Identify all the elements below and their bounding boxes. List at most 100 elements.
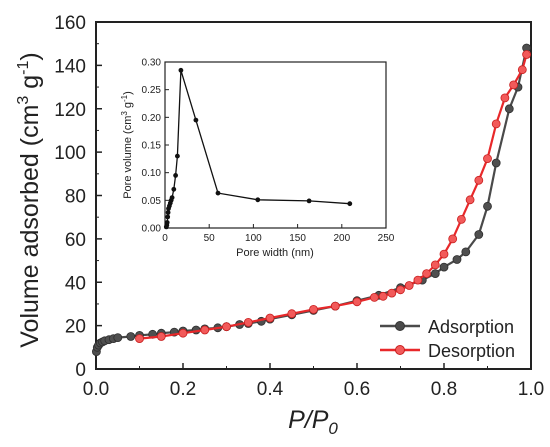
series-desorption-point — [474, 175, 484, 185]
main-xlabel-p2: P — [312, 406, 329, 434]
main-ylabel-part-1: Volume adsorbed (cm — [16, 105, 44, 348]
legend-adsorption-marker — [395, 321, 405, 331]
main-y-tick-label: 140 — [54, 56, 86, 77]
series-desorption-point — [178, 328, 188, 338]
main-y-tick-label: 160 — [54, 13, 86, 34]
inset-series-point — [347, 201, 353, 207]
series-adsorption-point — [483, 201, 492, 211]
main-y-tick-label: 40 — [65, 273, 86, 294]
inset-y-tick-label: 0.15 — [142, 141, 162, 152]
inset-series-point — [193, 117, 199, 123]
legend: Adsorption Desorption — [380, 317, 515, 361]
series-adsorption-point — [126, 332, 136, 341]
main-ylabel-part-3: ) — [16, 52, 44, 60]
series-desorption-point — [422, 269, 432, 279]
series-desorption-point — [500, 93, 510, 103]
inset-y-tick-label: 0.30 — [142, 58, 162, 69]
main-x-axis-title: P/P0 — [288, 406, 338, 438]
series-desorption-point — [369, 292, 379, 302]
inset-plot-frame — [164, 61, 387, 229]
main-x-tick-label: 1.0 — [518, 379, 544, 400]
main-x-tick-label: 0.6 — [344, 379, 370, 400]
inset-series-point — [173, 173, 179, 178]
inset-y-axis-title: Pore volume (cm3 g-1) — [120, 91, 134, 199]
series-desorption-point — [378, 291, 388, 301]
series-desorption-point — [265, 313, 275, 323]
main-ylabel-sup-1: 3 — [15, 96, 32, 105]
inset-series-point — [164, 220, 170, 225]
series-desorption-point — [309, 304, 318, 314]
inset-ylabel-sup-2: -1 — [120, 94, 129, 102]
inset-series-point — [215, 190, 221, 196]
legend-adsorption-label: Adsorption — [428, 317, 514, 337]
inset-series-point — [165, 210, 171, 215]
series-desorption-point — [509, 80, 518, 90]
inset-y-tick-label: 0.00 — [142, 224, 162, 235]
inset-series-point — [178, 67, 184, 73]
main-ticks: 0.0 0.2 0.4 0.6 0.8 1.0 0 20 40 60 80 100 120 140 160 — [54, 13, 544, 400]
series-desorption-point — [387, 288, 397, 298]
legend-entry-desorption: Desorption — [380, 341, 515, 361]
inset-series-point — [255, 197, 261, 203]
series-desorption-point — [448, 234, 458, 244]
main-y-tick-label: 100 — [54, 143, 86, 164]
series-desorption-point — [404, 281, 414, 290]
main-xlabel-p: P — [288, 406, 305, 434]
inset-y-tick-label: 0.10 — [142, 168, 162, 179]
main-x-tick-label: 0.4 — [257, 379, 284, 400]
inset-y-tick-label: 0.05 — [142, 196, 162, 207]
main-x-tick-label: 0.8 — [431, 379, 457, 400]
inset-x-tick-label: 50 — [204, 233, 216, 244]
series-adsorption-point — [452, 255, 462, 264]
main-y-tick-label: 60 — [65, 230, 86, 251]
main-y-tick-label: 120 — [54, 100, 86, 121]
inset-series-point — [169, 195, 175, 201]
series-desorption-point — [483, 154, 492, 164]
inset-ylabel-part-2: g — [122, 102, 134, 111]
series-desorption-point — [430, 260, 440, 270]
inset-series-point — [171, 186, 177, 192]
series-adsorption-point — [461, 247, 471, 257]
main-y-tick-label: 80 — [65, 187, 86, 208]
legend-desorption-label: Desorption — [428, 341, 515, 361]
series-desorption-point — [413, 275, 423, 285]
inset-x-tick-label: 0 — [162, 233, 168, 244]
main-x-tick-label: 0.0 — [83, 379, 109, 400]
inset-ylabel-sup-1: 3 — [120, 111, 129, 116]
inset-series-point — [165, 214, 171, 220]
main-y-axis-title: Volume adsorbed (cm3 g-1) — [15, 52, 44, 348]
series-desorption-point — [517, 65, 527, 75]
legend-entry-adsorption: Adsorption — [380, 317, 514, 337]
series-adsorption-point — [430, 269, 440, 279]
inset-x-tick-label: 200 — [333, 233, 350, 244]
inset-x-tick-label: 100 — [245, 233, 262, 244]
series-desorption-point — [456, 214, 466, 224]
inset-x-tick-label: 250 — [378, 233, 395, 244]
series-desorption-point — [522, 50, 531, 59]
series-adsorption-point — [113, 333, 123, 343]
inset-y-tick-label: 0.20 — [142, 113, 162, 124]
inset-series-point — [306, 198, 312, 204]
main-xlabel-sub: 0 — [328, 419, 338, 438]
series-adsorption-point — [439, 262, 449, 272]
series-desorption-point — [135, 334, 144, 344]
main-x-tick-label: 0.2 — [170, 379, 196, 400]
series-desorption-point — [287, 309, 297, 319]
series-adsorption-point — [504, 104, 514, 114]
series-desorption-point — [352, 297, 362, 307]
series-desorption-point — [200, 325, 210, 335]
inset-ticks: 0 50 100 150 200 250 0.00 0.05 0.10 0.15 0.20 0.25 0… — [142, 58, 395, 245]
series-desorption-point — [156, 332, 166, 341]
inset-series-layer — [163, 67, 353, 230]
series-adsorption-point — [491, 158, 501, 168]
inset-ylabel-part-1: Pore volume (cm — [122, 116, 134, 199]
inset-ylabel-part-3: ) — [122, 91, 134, 95]
inset-x-tick-label: 150 — [289, 233, 306, 244]
series-desorption-point — [243, 317, 253, 327]
main-y-tick-label: 20 — [65, 317, 86, 338]
main-series-layer — [92, 43, 531, 357]
inset-y-tick-label: 0.25 — [142, 85, 162, 96]
series-adsorption-point — [474, 230, 484, 239]
series-desorption-point — [491, 119, 501, 129]
